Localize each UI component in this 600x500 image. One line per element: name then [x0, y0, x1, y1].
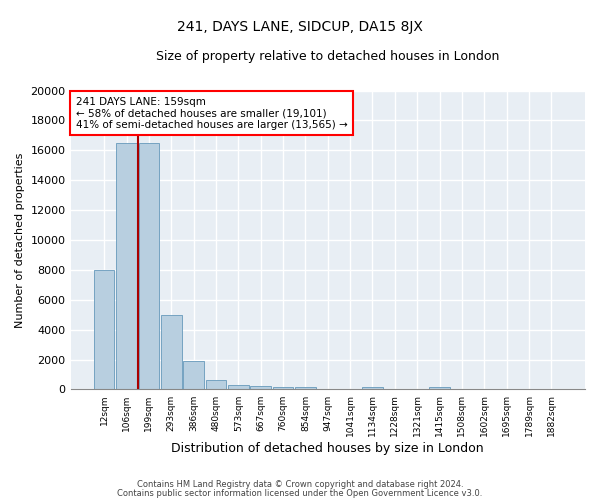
Bar — [139, 143, 159, 390]
Bar — [161, 314, 182, 390]
Text: Contains HM Land Registry data © Crown copyright and database right 2024.: Contains HM Land Registry data © Crown c… — [137, 480, 463, 489]
Y-axis label: Number of detached properties: Number of detached properties — [15, 152, 25, 328]
Bar — [116, 143, 137, 390]
Title: Size of property relative to detached houses in London: Size of property relative to detached ho… — [156, 50, 499, 63]
Bar — [228, 385, 248, 390]
Bar — [429, 387, 450, 390]
Bar — [206, 380, 226, 390]
Text: 241 DAYS LANE: 159sqm
← 58% of detached houses are smaller (19,101)
41% of semi-: 241 DAYS LANE: 159sqm ← 58% of detached … — [76, 96, 347, 130]
X-axis label: Distribution of detached houses by size in London: Distribution of detached houses by size … — [172, 442, 484, 455]
Text: 241, DAYS LANE, SIDCUP, DA15 8JX: 241, DAYS LANE, SIDCUP, DA15 8JX — [177, 20, 423, 34]
Bar — [250, 386, 271, 390]
Bar — [362, 387, 383, 390]
Bar — [94, 270, 115, 390]
Bar — [273, 387, 293, 390]
Bar — [184, 361, 204, 390]
Bar — [295, 387, 316, 390]
Text: Contains public sector information licensed under the Open Government Licence v3: Contains public sector information licen… — [118, 489, 482, 498]
